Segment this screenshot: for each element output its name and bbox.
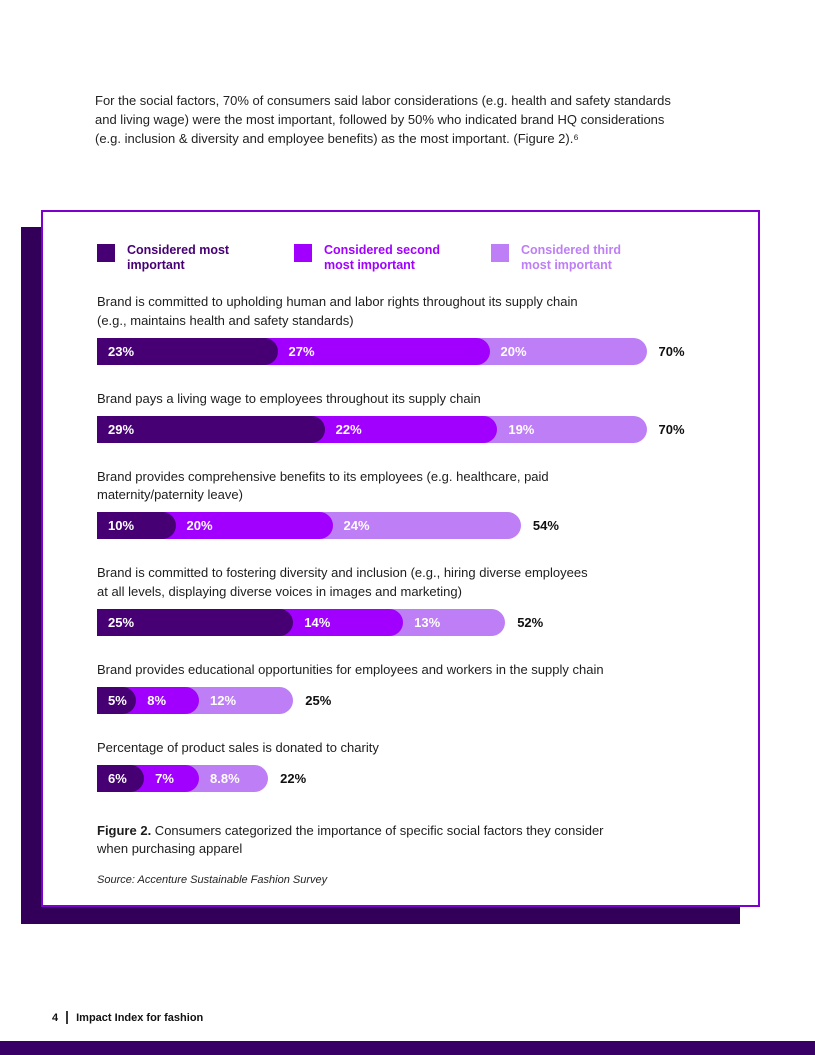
segment-value-label: 7%: [155, 770, 174, 786]
segment-value-label: 12%: [210, 692, 237, 708]
figure-caption: Figure 2. Consumers categorized the impo…: [97, 822, 717, 860]
legend-swatch-second-most-important: [294, 244, 312, 262]
total-label: 22%: [280, 770, 307, 786]
page-number: 4: [52, 1011, 59, 1024]
stacked-bar: 54% 10% 20% 24%: [97, 512, 718, 540]
stacked-bar: 52% 25% 14% 13%: [97, 608, 718, 636]
segment-value-label: 13%: [414, 614, 441, 630]
total-label: 70%: [658, 343, 685, 359]
figure-panel: Considered most important Considered sec…: [41, 210, 760, 907]
segment-value-label: 25%: [108, 614, 135, 630]
legend-label: Considered second most important: [324, 243, 440, 272]
bar-segment: [97, 337, 278, 365]
stacked-bar: 22% 6% 7% 8.8%: [97, 764, 718, 792]
chart-row: Percentage of product sales is donated t…: [97, 739, 718, 792]
segment-value-label: 19%: [508, 421, 535, 437]
bar-segment: [97, 764, 145, 792]
segment-value-label: 20%: [186, 518, 213, 534]
legend-label: Considered most important: [127, 243, 230, 272]
stacked-bar: 25% 5% 8% 12%: [97, 686, 718, 714]
segment-value-label: 29%: [108, 421, 135, 437]
category-label: Brand is committed to fostering diversit…: [97, 565, 588, 600]
segment-value-label: 14%: [304, 614, 331, 630]
page-footer: 4 Impact Index for fashion: [52, 1011, 203, 1024]
total-label: 70%: [658, 421, 685, 437]
segment-value-label: 10%: [108, 518, 135, 534]
segment-value-label: 22%: [335, 421, 362, 437]
caption-figure-number: Figure 2.: [97, 822, 152, 838]
segment-value-label: 24%: [343, 518, 370, 534]
segment-value-label: 6%: [108, 770, 127, 786]
segment-value-label: 27%: [288, 343, 315, 359]
total-label: 52%: [517, 614, 544, 630]
bar-segment: [97, 512, 176, 540]
chart-row: Brand provides comprehensive benefits to…: [97, 468, 718, 540]
segment-value-label: 5%: [108, 692, 127, 708]
total-label: 54%: [532, 518, 559, 534]
chart-row: Brand provides educational opportunities…: [97, 661, 718, 714]
intro-paragraph: For the social factors, 70% of consumers…: [95, 93, 671, 146]
legend-label: Considered third most important: [521, 243, 622, 272]
category-label: Brand is committed to upholding human an…: [97, 294, 578, 328]
segment-value-label: 20%: [500, 343, 527, 359]
legend-swatch-third-most-important: [491, 244, 509, 262]
segment-value-label: 23%: [108, 343, 135, 359]
category-label: Brand provides educational opportunities…: [97, 661, 604, 677]
chart-legend: Considered most important Considered sec…: [97, 243, 718, 273]
footer-title: Impact Index for fashion: [76, 1011, 204, 1024]
stacked-bar: 70% 23% 27% 20%: [97, 337, 718, 365]
legend-item-second-most-important: Considered second most important: [294, 243, 491, 273]
bar-segment: [97, 686, 137, 714]
bar-chart: Brand is committed to upholding human an…: [97, 293, 718, 792]
source-note: Source: Accenture Sustainable Fashion Su…: [97, 874, 328, 887]
bar-segment: [97, 415, 325, 443]
chart-row: Brand pays a living wage to employees th…: [97, 390, 718, 443]
legend-item-third-most-important: Considered third most important: [491, 243, 621, 273]
chart-row: Brand is committed to upholding human an…: [97, 293, 718, 365]
bar-segment: [97, 608, 294, 636]
footer-divider: [66, 1011, 69, 1024]
legend-item-most-important: Considered most important: [97, 243, 294, 273]
category-label: Brand provides comprehensive benefits to…: [97, 468, 549, 503]
legend-swatch-most-important: [97, 244, 115, 262]
category-label: Percentage of product sales is donated t…: [97, 739, 379, 755]
bottom-accent-bar: [0, 1041, 815, 1055]
chart-row: Brand is committed to fostering diversit…: [97, 564, 718, 636]
total-label: 25%: [305, 692, 332, 708]
segment-value-label: 8%: [147, 692, 167, 708]
caption-text: Consumers categorized the importance of …: [97, 822, 604, 857]
stacked-bar: 70% 29% 22% 19%: [97, 415, 718, 443]
segment-value-label: 8.8%: [210, 770, 240, 786]
category-label: Brand pays a living wage to employees th…: [97, 390, 481, 406]
